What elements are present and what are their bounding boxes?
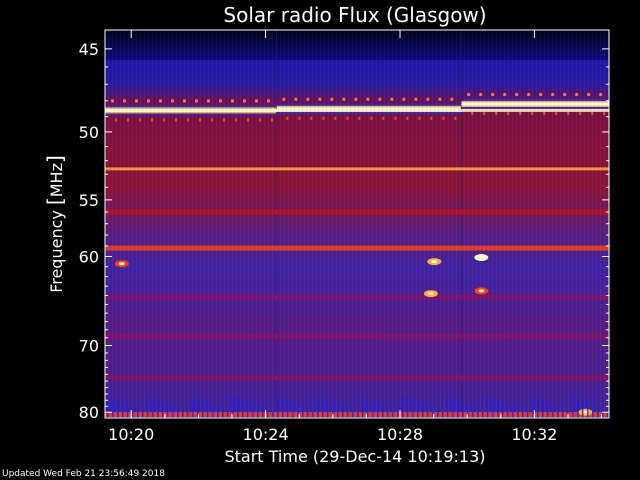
y-tick-label: 70 xyxy=(79,336,99,355)
x-tick-label: 10:28 xyxy=(377,425,423,444)
chart-title: Solar radio Flux (Glasgow) xyxy=(223,3,486,27)
x-tick-label: 10:24 xyxy=(243,425,289,444)
streak-texture xyxy=(105,30,609,418)
y-axis-label-bracket-open: [ xyxy=(43,197,67,205)
y-axis-label-bracket-close: ] xyxy=(43,155,67,163)
x-tick-label: 10:20 xyxy=(108,425,154,444)
y-tick-label: 80 xyxy=(79,403,99,422)
y-axis-label: Frequency [MHz] xyxy=(43,155,67,293)
x-axis-label: Start Time (29-Dec-14 10:19:13) xyxy=(224,447,485,466)
y-axis: 45 50 55 60 70 80 xyxy=(79,40,609,422)
updated-timestamp: Updated Wed Feb 21 23:56:49 2018 xyxy=(2,469,165,479)
y-tick-label: 55 xyxy=(79,191,99,210)
y-tick-label: 50 xyxy=(79,123,99,142)
x-tick-label: 10:32 xyxy=(511,425,557,444)
y-axis-label-text: Frequency xyxy=(47,205,66,293)
y-tick-label: 60 xyxy=(79,248,99,267)
x-axis: 10:20 10:24 10:28 10:32 xyxy=(108,30,603,444)
y-axis-label-unit: MHz xyxy=(47,163,66,197)
heatmap-area xyxy=(105,30,609,418)
y-tick-label: 45 xyxy=(79,40,99,59)
